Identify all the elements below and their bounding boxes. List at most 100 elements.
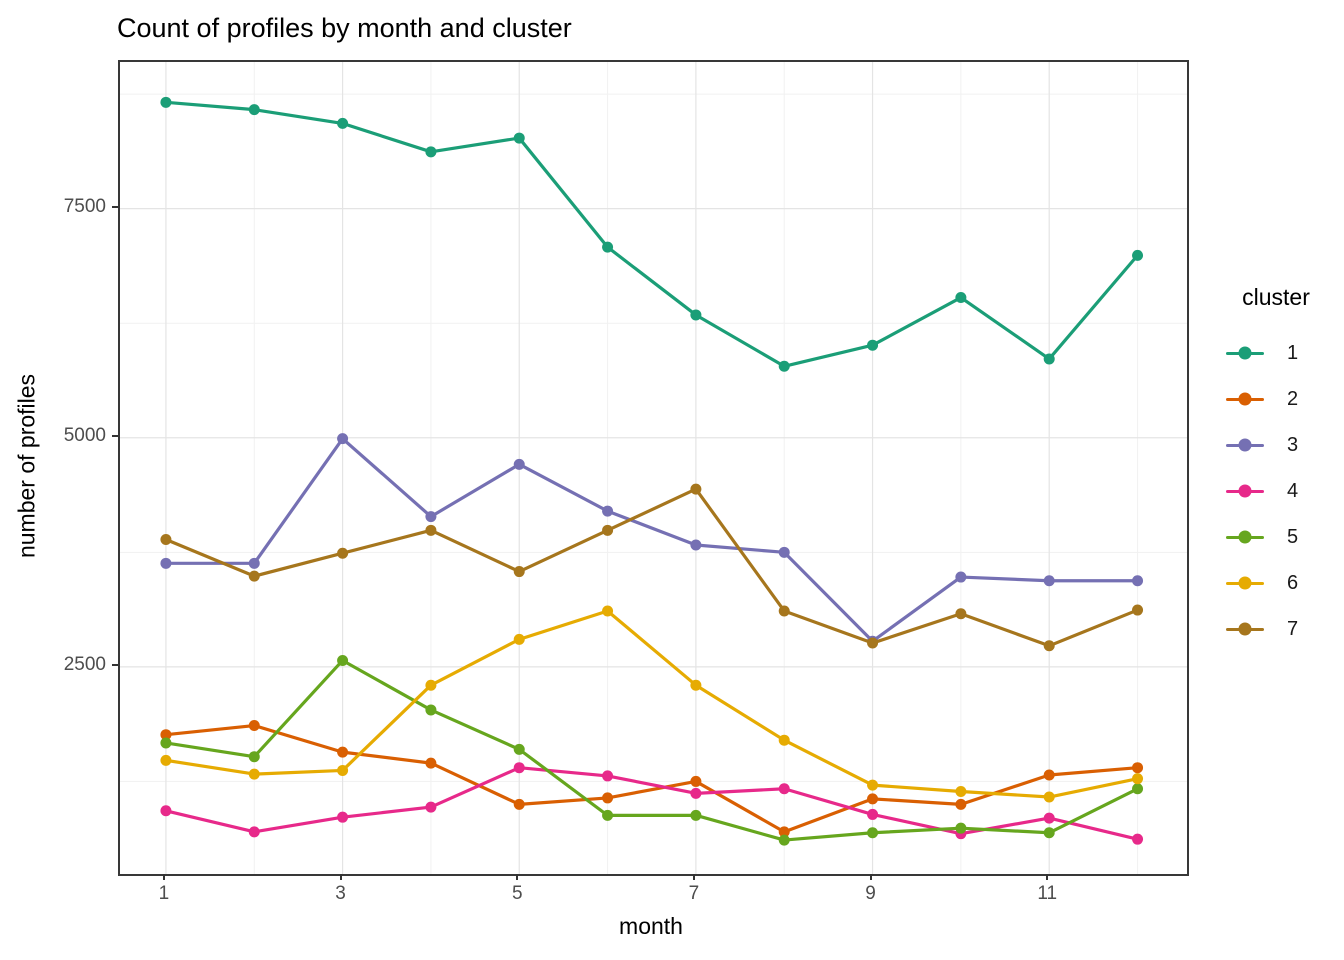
data-point-cluster-3-month-8 <box>778 546 790 558</box>
data-point-cluster-6-month-12 <box>1132 773 1144 785</box>
data-point-cluster-1-month-10 <box>955 292 967 304</box>
data-point-cluster-4-month-3 <box>337 811 349 823</box>
data-point-cluster-6-month-4 <box>425 679 437 691</box>
data-point-cluster-3-month-4 <box>425 511 437 523</box>
series-cluster-6 <box>160 605 1144 803</box>
legend-swatch-icon <box>1226 621 1264 637</box>
legend-dot-icon <box>1238 622 1252 636</box>
plot-panel <box>118 60 1189 876</box>
legend-swatch-icon <box>1226 345 1264 361</box>
y-tick-label: 7500 <box>63 195 106 217</box>
x-tick-label: 11 <box>1037 883 1058 904</box>
series-cluster-2 <box>160 720 1144 838</box>
data-point-cluster-2-month-9 <box>867 793 879 805</box>
x-tick-mark <box>339 874 342 880</box>
data-point-cluster-1-month-8 <box>778 360 790 372</box>
data-point-cluster-4-month-8 <box>778 783 790 795</box>
data-point-cluster-4-month-2 <box>248 826 260 838</box>
legend-swatch-icon <box>1226 437 1264 453</box>
legend-dot-icon <box>1238 576 1252 590</box>
legend-item-cluster-3: 3 <box>1226 422 1326 468</box>
data-point-cluster-2-month-6 <box>602 792 614 804</box>
legend-label: 5 <box>1287 525 1299 548</box>
series-cluster-3 <box>160 433 1144 647</box>
data-point-cluster-6-month-9 <box>867 779 879 791</box>
legend-label: 1 <box>1287 341 1299 364</box>
data-point-cluster-3-month-1 <box>160 557 172 569</box>
data-point-cluster-3-month-2 <box>248 557 260 569</box>
data-point-cluster-7-month-2 <box>248 570 260 582</box>
legend-swatch-icon <box>1226 575 1264 591</box>
chart-title: Count of profiles by month and cluster <box>117 13 572 43</box>
data-point-cluster-1-month-6 <box>602 241 614 253</box>
data-point-cluster-7-month-6 <box>602 524 614 536</box>
plot-area-svg <box>120 62 1187 874</box>
legend-label: 2 <box>1287 387 1299 410</box>
data-point-cluster-6-month-1 <box>160 754 172 766</box>
x-tick-mark <box>1046 874 1049 880</box>
data-point-cluster-3-month-7 <box>690 539 702 551</box>
data-point-cluster-1-month-2 <box>248 104 260 116</box>
data-point-cluster-6-month-2 <box>248 768 260 780</box>
data-point-cluster-5-month-2 <box>248 751 260 763</box>
series-cluster-5 <box>160 654 1144 846</box>
x-tick-label: 7 <box>688 883 700 904</box>
data-point-cluster-7-month-12 <box>1132 604 1144 616</box>
data-point-cluster-1-month-1 <box>160 96 172 108</box>
data-point-cluster-4-month-11 <box>1043 812 1055 824</box>
data-point-cluster-3-month-12 <box>1132 575 1144 587</box>
series-line-7 <box>165 487 1139 648</box>
data-point-cluster-4-month-1 <box>160 805 172 817</box>
legend-item-cluster-5: 5 <box>1226 514 1326 560</box>
data-point-cluster-2-month-3 <box>337 746 349 758</box>
data-point-cluster-3-month-11 <box>1043 575 1055 587</box>
data-point-cluster-6-month-3 <box>337 764 349 776</box>
legend-swatch-icon <box>1226 391 1264 407</box>
series-cluster-1 <box>160 96 1144 372</box>
legend-dot-icon <box>1238 484 1252 498</box>
data-point-cluster-6-month-10 <box>955 786 967 798</box>
legend-item-cluster-6: 6 <box>1226 560 1326 606</box>
data-point-cluster-7-month-5 <box>513 566 525 578</box>
data-point-cluster-7-month-9 <box>867 637 879 649</box>
data-point-cluster-6-month-8 <box>778 734 790 746</box>
data-point-cluster-7-month-4 <box>425 524 437 536</box>
legend-item-cluster-7: 7 <box>1226 606 1326 652</box>
data-point-cluster-2-month-5 <box>513 798 525 810</box>
data-point-cluster-4-month-6 <box>602 770 614 782</box>
legend: cluster 1 2 3 4 5 6 7 <box>1226 284 1326 652</box>
data-point-cluster-5-month-4 <box>425 704 437 716</box>
data-point-cluster-5-month-11 <box>1043 827 1055 839</box>
legend-label: 6 <box>1287 571 1299 594</box>
y-tick-mark <box>112 434 118 437</box>
data-point-cluster-7-month-11 <box>1043 640 1055 652</box>
data-point-cluster-4-month-9 <box>867 808 879 820</box>
data-point-cluster-2-month-7 <box>690 775 702 787</box>
series-cluster-7 <box>160 483 1144 652</box>
series-line-6 <box>165 609 1138 799</box>
series-line-4 <box>165 766 1138 841</box>
x-tick-label: 3 <box>335 883 346 904</box>
data-point-cluster-4-month-12 <box>1132 833 1144 845</box>
data-point-cluster-5-month-7 <box>690 809 702 821</box>
data-point-cluster-7-month-3 <box>337 547 349 559</box>
legend-label: 3 <box>1287 433 1299 456</box>
data-point-cluster-6-month-7 <box>690 679 702 691</box>
legend-label: 4 <box>1287 479 1299 502</box>
series-line-3 <box>165 437 1138 643</box>
y-tick-label: 2500 <box>63 653 106 675</box>
data-point-cluster-3-month-10 <box>955 571 967 583</box>
data-point-cluster-2-month-1 <box>160 729 172 741</box>
data-point-cluster-1-month-4 <box>425 146 437 158</box>
data-point-cluster-6-month-5 <box>513 633 525 645</box>
data-point-cluster-5-month-12 <box>1132 783 1144 795</box>
x-tick-mark <box>162 874 165 880</box>
x-tick-mark <box>516 874 519 880</box>
legend-title: cluster <box>1242 284 1310 310</box>
data-point-cluster-5-month-3 <box>337 654 349 666</box>
data-point-cluster-4-month-7 <box>690 787 702 799</box>
data-point-cluster-1-month-3 <box>337 117 349 129</box>
data-point-cluster-7-month-10 <box>955 608 967 620</box>
data-point-cluster-7-month-1 <box>160 533 172 545</box>
data-point-cluster-2-month-11 <box>1043 769 1055 781</box>
